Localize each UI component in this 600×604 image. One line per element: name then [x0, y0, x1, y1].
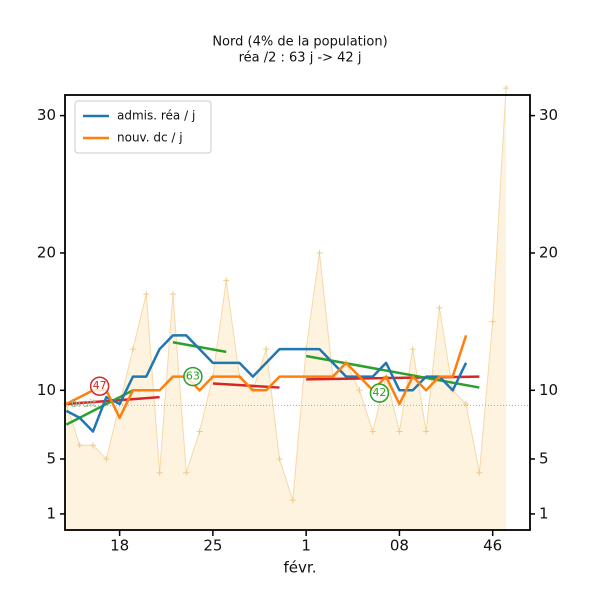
- annotation-label: 47: [93, 379, 107, 392]
- x-axis-label: févr.: [284, 559, 317, 577]
- background-marker: [289, 497, 296, 504]
- annotation: 42: [369, 383, 390, 403]
- background-marker: [463, 401, 470, 408]
- trend-line: [172, 341, 227, 354]
- annotation-badge: [89, 376, 110, 396]
- background-marker: [183, 469, 190, 476]
- background-marker: [396, 428, 403, 435]
- annotation-label: bruit: [71, 397, 98, 410]
- annotation-label: 63: [186, 370, 200, 383]
- series-line: [65, 334, 468, 433]
- background-marker: [436, 304, 443, 311]
- y-tick-label: 20: [37, 243, 56, 261]
- y-tick-label: 1: [46, 504, 56, 522]
- background-marker: [223, 277, 230, 284]
- x-tick-label: 25: [203, 537, 222, 555]
- trend-line: [65, 389, 134, 426]
- background-marker: [503, 85, 510, 92]
- background-marker: [129, 346, 136, 353]
- background-marker: [143, 291, 150, 298]
- y-tick-label: 5: [46, 449, 56, 467]
- x-tick-label: 08: [390, 537, 409, 555]
- y-tick-label: 10: [37, 381, 56, 399]
- background-marker: [263, 346, 270, 353]
- x-tick-label: 1: [301, 537, 311, 555]
- annotation: 47: [89, 376, 110, 396]
- background-marker: [476, 469, 483, 476]
- x-tick-label: 18: [110, 537, 129, 555]
- annotation-label: 42: [372, 386, 386, 399]
- legend-label: nouv. dc / j: [117, 131, 183, 145]
- background-marker: [276, 455, 283, 462]
- background-marker: [156, 469, 163, 476]
- background-marker: [196, 428, 203, 435]
- annotation: bruit: [71, 397, 98, 410]
- annotation-badge: [369, 383, 390, 403]
- background-marker: [409, 346, 416, 353]
- y-tick-label: 30: [37, 106, 56, 124]
- y-tick-label: 10: [539, 381, 558, 399]
- y-tick-label: 5: [539, 449, 549, 467]
- annotation: 63: [183, 366, 203, 387]
- background-marker: [169, 291, 176, 298]
- x-tick-label: 46: [483, 537, 502, 555]
- background-marker: [356, 387, 363, 394]
- chart-title: Nord (4% de la population): [212, 35, 387, 50]
- legend-label: admis. réa / j: [117, 109, 195, 123]
- background-marker: [103, 455, 110, 462]
- trend-line: [305, 354, 480, 389]
- background-marker: [423, 428, 430, 435]
- background-marker: [489, 318, 496, 325]
- background-marker: [316, 249, 323, 256]
- y-tick-label: 30: [539, 106, 558, 124]
- background-marker: [369, 428, 376, 435]
- legend-box: [74, 100, 212, 154]
- background-marker: [89, 442, 96, 449]
- plot-frame: [64, 94, 531, 531]
- series-line: [65, 334, 468, 420]
- chart-subtitle: réa /2 : 63 j -> 42 j: [239, 51, 362, 66]
- y-tick-label: 20: [539, 243, 558, 261]
- background-marker: [76, 442, 83, 449]
- y-tick-label: 1: [539, 504, 549, 522]
- background-line: [65, 88, 507, 501]
- annotation-badge: [183, 366, 203, 387]
